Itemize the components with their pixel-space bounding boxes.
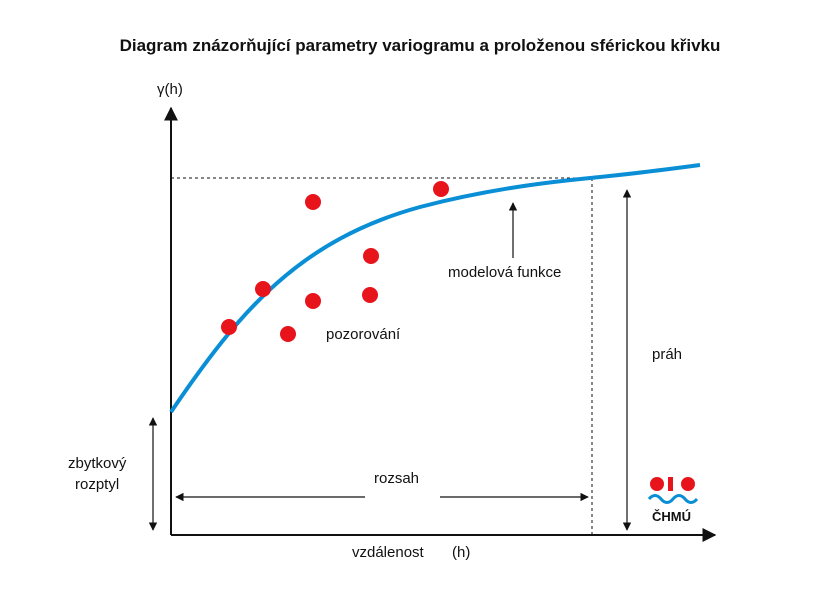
model-label: modelová funkce <box>448 264 561 281</box>
range-label: rozsah <box>374 470 419 487</box>
chmu-logo: ČHMÚ <box>647 477 699 524</box>
observation-points <box>221 181 449 342</box>
x-axis-label: vzdálenost <box>352 544 425 561</box>
nugget-label-line1: zbytkový <box>68 455 127 472</box>
logo-text: ČHMÚ <box>652 509 691 524</box>
logo-red-dot <box>650 477 664 491</box>
y-axis-label: γ(h) <box>157 81 183 98</box>
logo-wave-icon <box>647 494 699 504</box>
logo-red-bar <box>668 477 673 491</box>
observations-label: pozorování <box>326 326 401 343</box>
sill-label: práh <box>652 346 682 363</box>
model-curve <box>169 163 701 414</box>
observation-point <box>305 194 321 210</box>
observation-point <box>221 319 237 335</box>
observation-point <box>362 287 378 303</box>
observation-point <box>255 281 271 297</box>
diagram-title: Diagram znázorňující parametry variogram… <box>119 36 721 55</box>
x-axis-variable-label: (h) <box>452 544 470 561</box>
observation-point <box>280 326 296 342</box>
nugget-label-line2: rozptyl <box>75 476 119 493</box>
logo-red-dot <box>681 477 695 491</box>
observation-point <box>363 248 379 264</box>
observation-point <box>305 293 321 309</box>
observation-point <box>433 181 449 197</box>
